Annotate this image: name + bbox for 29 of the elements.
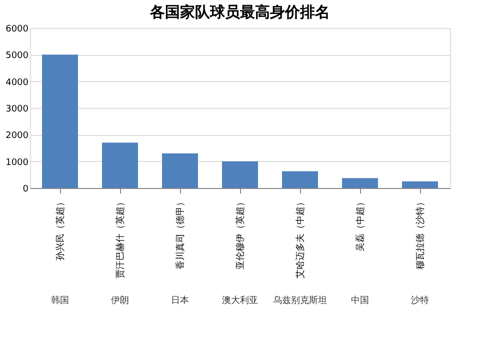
- y-tick-label: 1000: [6, 158, 29, 168]
- text: 澳大利亚: [222, 295, 258, 306]
- text: 日本: [171, 295, 189, 306]
- y-tick-label: 0: [22, 184, 29, 194]
- bar: [42, 54, 78, 188]
- chart-title: 各国家队球员最高身价排名: [149, 3, 330, 21]
- bar: [162, 153, 198, 188]
- x-tick-label: 艾哈迈多夫（中超）: [295, 198, 306, 278]
- x-tick-label: 吴磊（中超）: [355, 198, 366, 252]
- y-tick-label: 6000: [6, 24, 29, 34]
- bar: [222, 161, 258, 188]
- text: 沙特: [411, 295, 429, 306]
- x-tick-label: 亚伦穆伊（英超）: [235, 198, 246, 270]
- text: 韩国: [51, 295, 69, 306]
- x-tick-label: 孙兴民（英超）: [55, 198, 66, 260]
- text: 中国: [351, 295, 369, 306]
- bar: [402, 181, 438, 188]
- y-tick-label: 3000: [6, 104, 29, 114]
- y-tick-label: 5000: [6, 51, 29, 62]
- text: 乌兹别克斯坦: [273, 295, 327, 306]
- bar: [342, 178, 378, 188]
- y-tick-label: 4000: [6, 78, 29, 88]
- y-tick-label: 2000: [6, 131, 29, 142]
- bar: [282, 171, 318, 188]
- x-tick-label: 穆瓦拉德（沙特）: [415, 198, 426, 270]
- bar: [102, 142, 138, 188]
- x-tick-label: 贾汗巴赫什（英超）: [115, 198, 126, 278]
- x-tick-label: 香川真司（德甲）: [175, 198, 186, 270]
- text: 伊朗: [111, 295, 129, 306]
